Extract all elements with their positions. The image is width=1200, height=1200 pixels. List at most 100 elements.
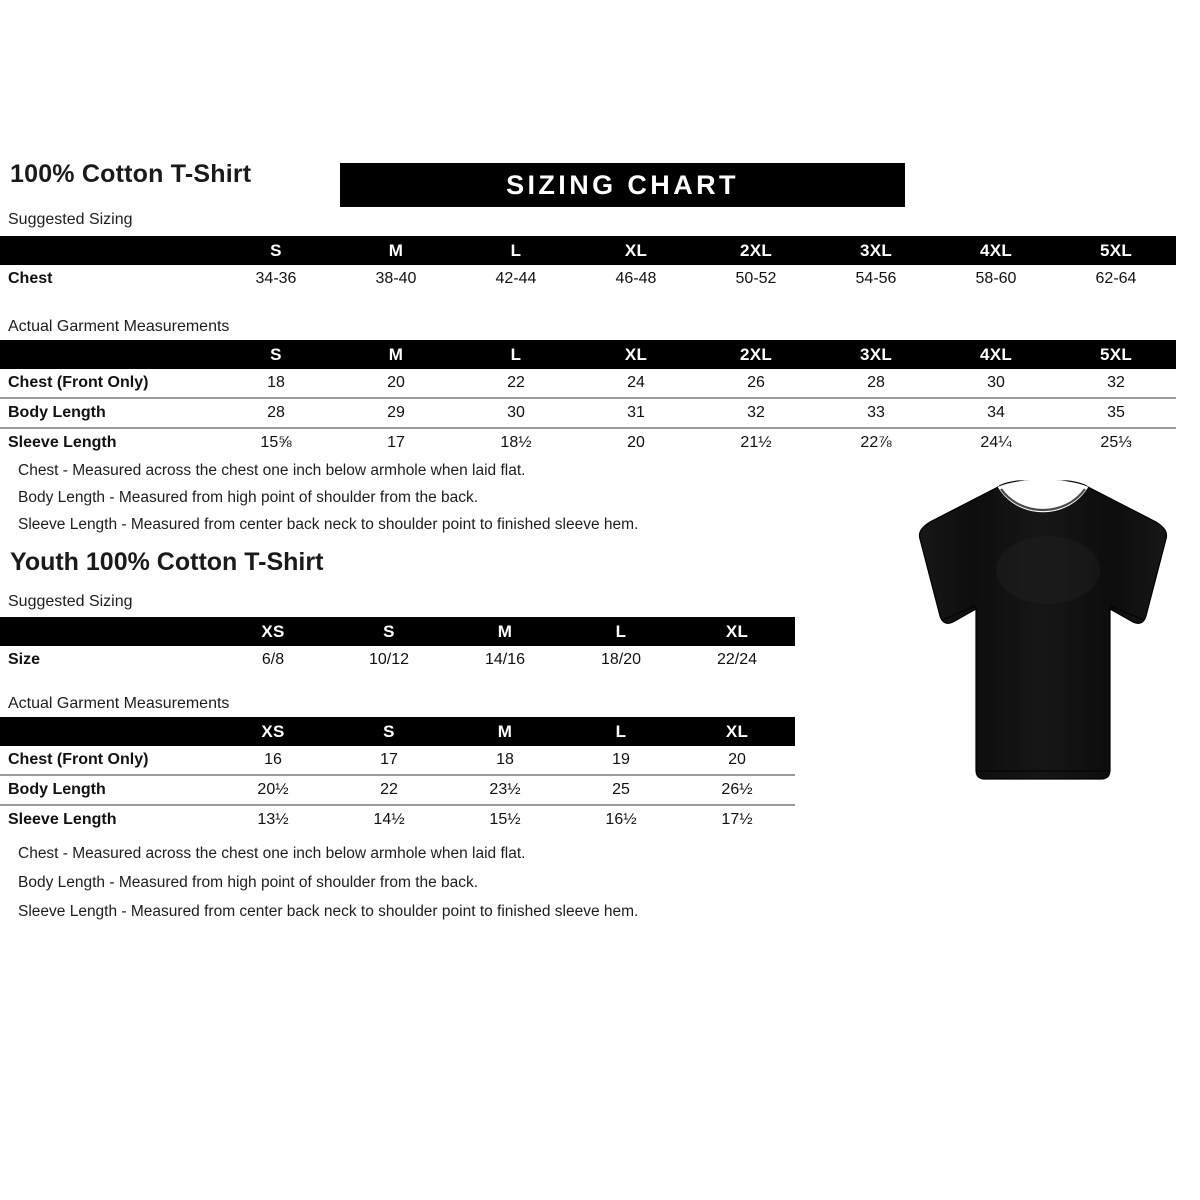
cell-chest-3xl: 54-56 — [816, 265, 936, 292]
row-label-body-length: Body Length — [0, 398, 216, 429]
table-row: Body Length 28 29 30 31 32 33 34 35 — [0, 398, 1176, 429]
col-header-m: M — [497, 621, 513, 641]
cell-chestfront-m: 18 — [447, 746, 563, 776]
youth-note-chest: Chest - Measured across the chest one in… — [18, 845, 526, 862]
row-label-chest: Chest — [0, 265, 216, 292]
adult-actual-measurements-label: Actual Garment Measurements — [8, 318, 230, 335]
col-header-xl: XL — [725, 721, 749, 741]
row-label-sleeve-length: Sleeve Length — [0, 805, 215, 834]
cell-chestfront-s: 17 — [331, 746, 447, 776]
col-header-s: S — [270, 240, 282, 260]
col-header-4xl: 4XL — [979, 344, 1013, 364]
cell-chest-4xl: 58-60 — [936, 265, 1056, 292]
col-header-m: M — [388, 240, 404, 260]
table-row: Chest (Front Only) 16 17 18 19 20 — [0, 746, 795, 776]
tshirt-product-image — [898, 470, 1188, 805]
col-header-5xl: 5XL — [1099, 344, 1133, 364]
cell-bodylength-m: 23½ — [447, 775, 563, 806]
col-header-blank — [0, 340, 216, 369]
adult-note-chest: Chest - Measured across the chest one in… — [18, 462, 526, 479]
table-row: Chest 34-36 38-40 42-44 46-48 50-52 54-5… — [0, 265, 1176, 292]
page-header: 100% Cotton T-Shirt SIZING CHART — [0, 160, 1200, 210]
table-header-row: S M L XL 2XL 3XL 4XL 5XL — [0, 236, 1176, 265]
col-header-l: L — [615, 621, 627, 641]
cell-chestfront-3xl: 28 — [816, 369, 936, 399]
col-header-s: S — [383, 621, 395, 641]
sizing-chart-banner: SIZING CHART — [340, 163, 905, 207]
col-header-m: M — [497, 721, 513, 741]
col-header-5xl: 5XL — [1099, 240, 1133, 260]
tshirt-collar-rib — [1000, 488, 1086, 512]
cell-sleevelength-xl: 20 — [576, 428, 696, 457]
cell-chest-l: 42-44 — [456, 265, 576, 292]
cell-bodylength-l: 30 — [456, 398, 576, 429]
col-header-3xl: 3XL — [859, 344, 893, 364]
cell-bodylength-5xl: 35 — [1056, 398, 1176, 429]
table-row: Sleeve Length 13½ 14½ 15½ 16½ 17½ — [0, 805, 795, 834]
col-header-l: L — [510, 240, 522, 260]
cell-bodylength-xl: 31 — [576, 398, 696, 429]
cell-bodylength-4xl: 34 — [936, 398, 1056, 429]
cell-sleevelength-xl: 17½ — [679, 805, 795, 834]
table-row: Body Length 20½ 22 23½ 25 26½ — [0, 775, 795, 806]
cell-bodylength-3xl: 33 — [816, 398, 936, 429]
tshirt-left-sleeve-hem — [941, 605, 977, 621]
col-header-3xl: 3XL — [859, 240, 893, 260]
cell-sleevelength-s: 14½ — [331, 805, 447, 834]
cell-chestfront-s: 18 — [216, 369, 336, 399]
row-label-sleeve-length: Sleeve Length — [0, 428, 216, 457]
cell-sleevelength-5xl: 25⅓ — [1056, 428, 1176, 457]
youth-actual-measurements-label: Actual Garment Measurements — [8, 695, 230, 712]
cell-sleevelength-xs: 13½ — [215, 805, 331, 834]
tshirt-icon — [918, 479, 1168, 780]
adult-actual-measurements-table: S M L XL 2XL 3XL 4XL 5XL Chest (Front On… — [0, 340, 1176, 457]
youth-note-body-length: Body Length - Measured from high point o… — [18, 874, 479, 891]
youth-section-title: Youth 100% Cotton T-Shirt — [10, 548, 324, 576]
col-header-s: S — [270, 344, 282, 364]
cell-bodylength-2xl: 32 — [696, 398, 816, 429]
cell-bodylength-xl: 26½ — [679, 775, 795, 806]
table-header-row: XS S M L XL — [0, 617, 795, 646]
col-header-2xl: 2XL — [739, 344, 773, 364]
table-header-row: XS S M L XL — [0, 717, 795, 746]
cell-size-xl: 22/24 — [679, 646, 795, 673]
cell-chest-s: 34-36 — [216, 265, 336, 292]
col-header-4xl: 4XL — [979, 240, 1013, 260]
cell-sleevelength-l: 18½ — [456, 428, 576, 457]
table-row: Chest (Front Only) 18 20 22 24 26 28 30 … — [0, 369, 1176, 399]
adult-note-sleeve-length: Sleeve Length - Measured from center bac… — [18, 516, 639, 533]
cell-chest-xl: 46-48 — [576, 265, 696, 292]
table-header-row: S M L XL 2XL 3XL 4XL 5XL — [0, 340, 1176, 369]
col-header-s: S — [383, 721, 395, 741]
cell-bodylength-s: 22 — [331, 775, 447, 806]
youth-actual-measurements-table: XS S M L XL Chest (Front Only) 16 17 18 … — [0, 717, 795, 834]
cell-size-l: 18/20 — [563, 646, 679, 673]
cell-sleevelength-m: 15½ — [447, 805, 563, 834]
col-header-xl: XL — [624, 240, 648, 260]
tshirt-body-shape — [918, 480, 1168, 780]
cell-chestfront-xl: 24 — [576, 369, 696, 399]
sizing-chart-banner-label: SIZING CHART — [506, 170, 739, 200]
row-label-chest-front-only: Chest (Front Only) — [0, 369, 216, 399]
col-header-blank — [0, 236, 216, 265]
row-label-size: Size — [0, 646, 215, 673]
youth-note-sleeve-length: Sleeve Length - Measured from center bac… — [18, 903, 639, 920]
cell-chestfront-xs: 16 — [215, 746, 331, 776]
youth-suggested-sizing-label: Suggested Sizing — [8, 593, 133, 610]
cell-sleevelength-l: 16½ — [563, 805, 679, 834]
cell-size-m: 14/16 — [447, 646, 563, 673]
row-label-chest-front-only: Chest (Front Only) — [0, 746, 215, 776]
cell-chestfront-4xl: 30 — [936, 369, 1056, 399]
cell-sleevelength-4xl: 24¼ — [936, 428, 1056, 457]
cell-chest-2xl: 50-52 — [696, 265, 816, 292]
cell-bodylength-m: 29 — [336, 398, 456, 429]
col-header-xs: XS — [261, 721, 285, 741]
cell-size-s: 10/12 — [331, 646, 447, 673]
col-header-m: M — [388, 344, 404, 364]
adult-suggested-sizing-table: S M L XL 2XL 3XL 4XL 5XL Chest 34-36 38-… — [0, 236, 1176, 292]
cell-chestfront-l: 22 — [456, 369, 576, 399]
cell-size-xs: 6/8 — [215, 646, 331, 673]
table-row: Size 6/8 10/12 14/16 18/20 22/24 — [0, 646, 795, 673]
cell-chestfront-xl: 20 — [679, 746, 795, 776]
col-header-xs: XS — [261, 621, 285, 641]
